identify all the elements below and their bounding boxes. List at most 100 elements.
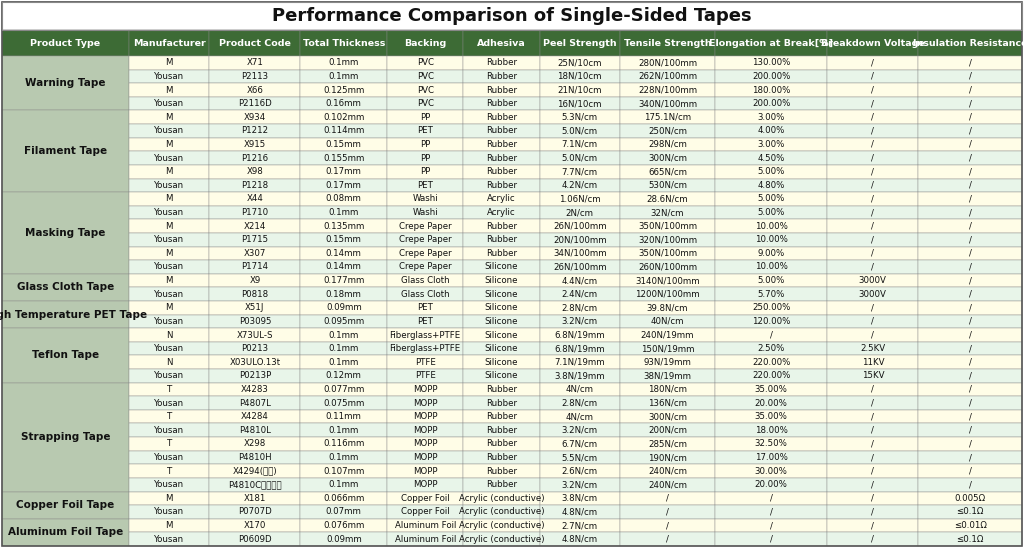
Text: /: / (871, 181, 874, 190)
Text: 0.09mm: 0.09mm (326, 303, 361, 312)
Bar (209, 260, 300, 274)
Text: 350N/100mm: 350N/100mm (638, 249, 697, 258)
Text: 38N/19mm: 38N/19mm (643, 372, 691, 380)
Bar (620, 274, 715, 287)
Bar (620, 424, 715, 437)
Bar (463, 505, 540, 519)
Text: 6.8N/19mm: 6.8N/19mm (554, 330, 605, 340)
Bar (715, 424, 827, 437)
Text: 20N/100mm: 20N/100mm (553, 235, 606, 244)
Text: 240N/cm: 240N/cm (648, 480, 687, 489)
Bar (715, 519, 827, 533)
Text: /: / (969, 85, 972, 94)
Bar (209, 492, 300, 505)
Text: M: M (166, 113, 173, 122)
Text: Rubber: Rubber (486, 426, 517, 435)
Text: /: / (969, 235, 972, 244)
Bar (463, 260, 540, 274)
Bar (540, 492, 620, 505)
Bar (827, 315, 919, 328)
Bar (209, 410, 300, 424)
Text: /: / (871, 439, 874, 448)
Text: /: / (969, 167, 972, 176)
Text: 1200N/100mm: 1200N/100mm (635, 290, 699, 299)
Bar (827, 437, 919, 450)
Text: /: / (969, 99, 972, 108)
Bar (827, 342, 919, 356)
Bar (300, 219, 387, 233)
Bar (300, 315, 387, 328)
Text: N: N (166, 330, 172, 340)
Text: Rubber: Rubber (486, 467, 517, 476)
Bar (919, 342, 1022, 356)
Bar (620, 505, 715, 519)
Text: Rubber: Rubber (486, 385, 517, 394)
Bar (129, 247, 209, 260)
Bar (129, 492, 209, 505)
Bar (300, 274, 387, 287)
Text: X03ULO.13t: X03ULO.13t (229, 358, 281, 367)
Text: 4.4N/cm: 4.4N/cm (561, 276, 598, 285)
Text: 2.5KV: 2.5KV (860, 344, 886, 353)
Bar (209, 383, 300, 396)
Text: X4284: X4284 (241, 412, 269, 421)
Bar (919, 315, 1022, 328)
Bar (919, 328, 1022, 342)
Text: Yousan: Yousan (155, 235, 184, 244)
Text: 5.5N/cm: 5.5N/cm (561, 453, 598, 462)
Bar (620, 83, 715, 97)
Text: 2.7N/cm: 2.7N/cm (561, 521, 598, 530)
Bar (827, 492, 919, 505)
Bar (463, 410, 540, 424)
Text: 0.155mm: 0.155mm (324, 153, 365, 163)
Bar (300, 478, 387, 492)
Text: N: N (166, 358, 172, 367)
Text: X4294(低温): X4294(低温) (232, 467, 278, 476)
Text: PVC: PVC (417, 58, 434, 67)
Text: /: / (969, 140, 972, 149)
Text: 5.00%: 5.00% (758, 167, 785, 176)
Text: /: / (969, 467, 972, 476)
Text: 10.00%: 10.00% (755, 262, 787, 271)
Bar (209, 478, 300, 492)
Text: 4.80%: 4.80% (758, 181, 785, 190)
Text: M: M (166, 249, 173, 258)
Text: 0.1mm: 0.1mm (329, 58, 359, 67)
Bar (540, 315, 620, 328)
Text: X71: X71 (247, 58, 263, 67)
Bar (540, 192, 620, 206)
Text: /: / (969, 480, 972, 489)
Text: P2113: P2113 (242, 72, 268, 81)
Bar (300, 70, 387, 83)
Text: 5.0N/cm: 5.0N/cm (561, 127, 598, 135)
Text: 1.06N/cm: 1.06N/cm (559, 195, 600, 203)
Text: Rubber: Rubber (486, 398, 517, 408)
Bar (387, 56, 463, 70)
Bar (463, 97, 540, 111)
Text: Silicone: Silicone (484, 276, 518, 285)
Text: X73UL-S: X73UL-S (237, 330, 273, 340)
Bar (919, 83, 1022, 97)
Text: Adhesiva: Adhesiva (477, 38, 525, 48)
Bar (463, 301, 540, 315)
Bar (387, 287, 463, 301)
Text: /: / (666, 535, 669, 544)
Text: 0.125mm: 0.125mm (324, 85, 365, 94)
Bar (387, 533, 463, 546)
Bar (387, 478, 463, 492)
Bar (919, 505, 1022, 519)
Bar (129, 83, 209, 97)
Text: Washi: Washi (413, 208, 438, 217)
Bar (463, 179, 540, 192)
Text: M: M (166, 167, 173, 176)
Text: 2.8N/cm: 2.8N/cm (561, 303, 598, 312)
Text: /: / (871, 521, 874, 530)
Text: 10.00%: 10.00% (755, 221, 787, 231)
Text: P1212: P1212 (242, 127, 268, 135)
Text: /: / (871, 467, 874, 476)
Text: /: / (871, 167, 874, 176)
Text: PET: PET (418, 127, 433, 135)
Text: /: / (871, 58, 874, 67)
Text: 0.076mm: 0.076mm (324, 521, 365, 530)
Text: /: / (969, 412, 972, 421)
